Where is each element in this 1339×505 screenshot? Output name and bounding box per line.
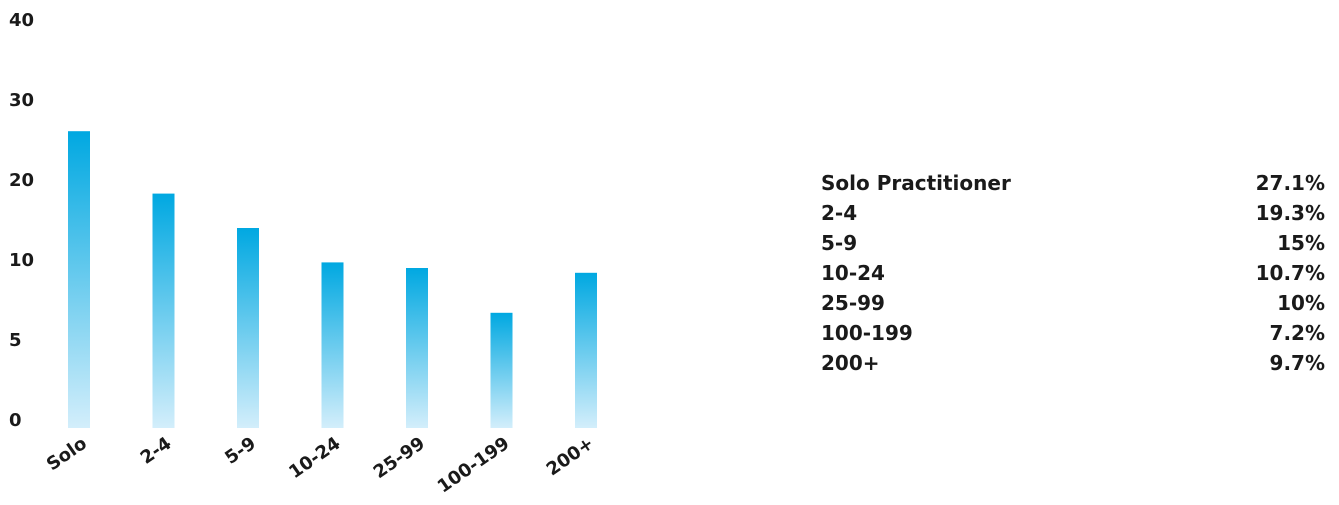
row-label: 200+ (821, 351, 880, 375)
row-value: 15% (1277, 231, 1325, 255)
row-label: 5-9 (821, 231, 858, 255)
row-value: 10% (1277, 291, 1325, 315)
y-tick-label: 30 (9, 90, 34, 111)
bar (68, 131, 90, 428)
y-tick-label: 40 (9, 10, 34, 31)
x-tick-label: 25-99 (370, 433, 429, 483)
value-table: Solo Practitioner 27.1% 2-4 19.3% 5-9 15… (821, 168, 1339, 378)
x-tick-label: 2-4 (137, 433, 176, 469)
x-tick-label: 100-199 (434, 433, 514, 498)
table-row: 200+ 9.7% (821, 348, 1339, 378)
y-tick-label: 10 (9, 250, 34, 271)
bar (490, 312, 513, 428)
bar (575, 272, 597, 428)
row-value: 9.7% (1269, 351, 1325, 375)
bar (406, 268, 428, 428)
x-tick-label: 10-24 (285, 433, 344, 483)
row-value: 19.3% (1255, 201, 1325, 225)
table-row: 2-4 19.3% (821, 198, 1339, 228)
y-tick-label: 0 (9, 410, 22, 431)
table-row: 100-199 7.2% (821, 318, 1339, 348)
bar (321, 262, 344, 428)
x-axis: Solo 2-4 5-9 10-24 25-99 100-199 200+ (43, 433, 598, 498)
bar (237, 228, 259, 428)
y-tick-label: 20 (9, 170, 34, 191)
x-tick-label: 200+ (543, 433, 598, 480)
x-tick-label: Solo (43, 433, 91, 475)
table-row: 5-9 15% (821, 228, 1339, 258)
bar (152, 193, 175, 428)
row-value: 27.1% (1255, 171, 1325, 195)
y-tick-label: 5 (9, 330, 22, 351)
bars (68, 131, 597, 428)
table-row: Solo Practitioner 27.1% (821, 168, 1339, 198)
bar-chart: 40 30 20 10 5 0 Solo 2-4 5-9 10-24 25-99 100-199 20… (9, 10, 598, 498)
y-axis: 40 30 20 10 5 0 (9, 10, 34, 431)
row-value: 10.7% (1255, 261, 1325, 285)
row-label: 25-99 (821, 291, 885, 315)
table-row: 10-24 10.7% (821, 258, 1339, 288)
row-value: 7.2% (1269, 321, 1325, 345)
row-label: 100-199 (821, 321, 913, 345)
row-label: 2-4 (821, 201, 858, 225)
x-tick-label: 5-9 (221, 433, 260, 469)
table-row: 25-99 10% (821, 288, 1339, 318)
row-label: Solo Practitioner (821, 171, 1011, 195)
row-label: 10-24 (821, 261, 885, 285)
